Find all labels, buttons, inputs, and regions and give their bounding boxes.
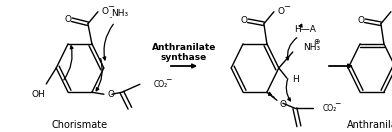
Text: H—A: H—A — [294, 25, 316, 34]
Text: −: − — [107, 2, 114, 11]
Text: O: O — [280, 100, 287, 109]
Text: CO₂: CO₂ — [323, 104, 337, 113]
Text: NH₃: NH₃ — [111, 10, 129, 18]
Text: −: − — [165, 75, 171, 84]
Text: ⊕: ⊕ — [314, 37, 320, 46]
Text: Chorismate: Chorismate — [52, 120, 108, 130]
Text: Anthranilate: Anthranilate — [152, 44, 216, 53]
Text: CO₂: CO₂ — [154, 80, 168, 89]
Text: H: H — [292, 76, 299, 84]
Text: −: − — [283, 2, 290, 11]
Text: Anthranilate: Anthranilate — [347, 120, 392, 130]
Text: O: O — [358, 16, 365, 25]
Text: O: O — [278, 7, 285, 16]
Text: synthase: synthase — [161, 53, 207, 62]
Text: O: O — [102, 7, 109, 16]
Text: −: − — [334, 99, 340, 108]
Text: OH: OH — [31, 90, 45, 99]
Text: O: O — [240, 16, 247, 25]
Text: NH₃: NH₃ — [303, 44, 320, 53]
Text: O: O — [64, 15, 71, 24]
Text: ..: .. — [109, 13, 113, 19]
Text: O: O — [108, 90, 115, 99]
